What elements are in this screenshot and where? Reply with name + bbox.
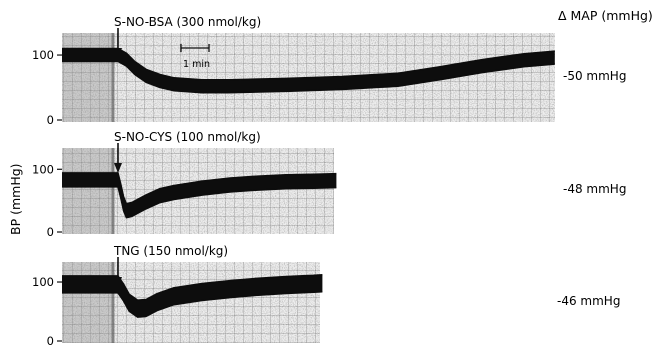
bp-panel: 100 0 TNG (150 nmol/kg) -46 mmHg (32, 244, 620, 348)
bp-trace-upper-edge (62, 47, 555, 81)
y-tick-label-100: 100 (32, 48, 54, 62)
y-axis: 100 0 (32, 275, 62, 348)
delta-map-header: Δ MAP (mmHg) (558, 8, 653, 23)
y-tick-label-100: 100 (32, 275, 54, 289)
bp-trace-lower-edge (62, 60, 555, 94)
y-axis-label: BP (mmHg) (8, 163, 23, 235)
delta-map-value: -48 mmHg (563, 182, 626, 196)
y-tick-label-0: 0 (47, 334, 54, 348)
panel-title: S-NO-BSA (300 nmol/kg) (114, 15, 261, 29)
bp-trace (62, 48, 555, 93)
y-axis: 100 0 (32, 48, 62, 127)
time-scale-bar: 1 min (180, 44, 210, 70)
bp-trace-upper-edge (62, 273, 323, 301)
bp-trace-lower-edge (62, 186, 337, 219)
y-tick-label-0: 0 (47, 113, 54, 127)
injection-arrow-head (114, 163, 122, 173)
scale-bar-label: 1 min (183, 59, 210, 70)
delta-map-value: -46 mmHg (557, 294, 620, 308)
y-tick-label-0: 0 (47, 225, 54, 239)
bp-panel: 100 0 S-NO-BSA (300 nmol/kg) -50 mmHg (32, 15, 626, 127)
baseline-region (62, 262, 114, 343)
baseline-region (62, 148, 114, 234)
delta-map-value: -50 mmHg (563, 69, 626, 83)
panel-title: TNG (150 nmol/kg) (113, 244, 228, 258)
bp-panel: 100 0 S-NO-CYS (100 nmol/kg) -48 mmHg (32, 130, 626, 239)
bp-trace-upper-edge (62, 172, 337, 205)
panel-title: S-NO-CYS (100 nmol/kg) (114, 130, 261, 144)
baseline-region (62, 33, 114, 122)
bp-trace-lower-edge (62, 290, 323, 318)
y-tick-label-100: 100 (32, 162, 54, 176)
panels-group: 100 0 S-NO-BSA (300 nmol/kg) -50 mmHg 100 0 S-… (32, 15, 626, 348)
y-axis: 100 0 (32, 162, 62, 239)
